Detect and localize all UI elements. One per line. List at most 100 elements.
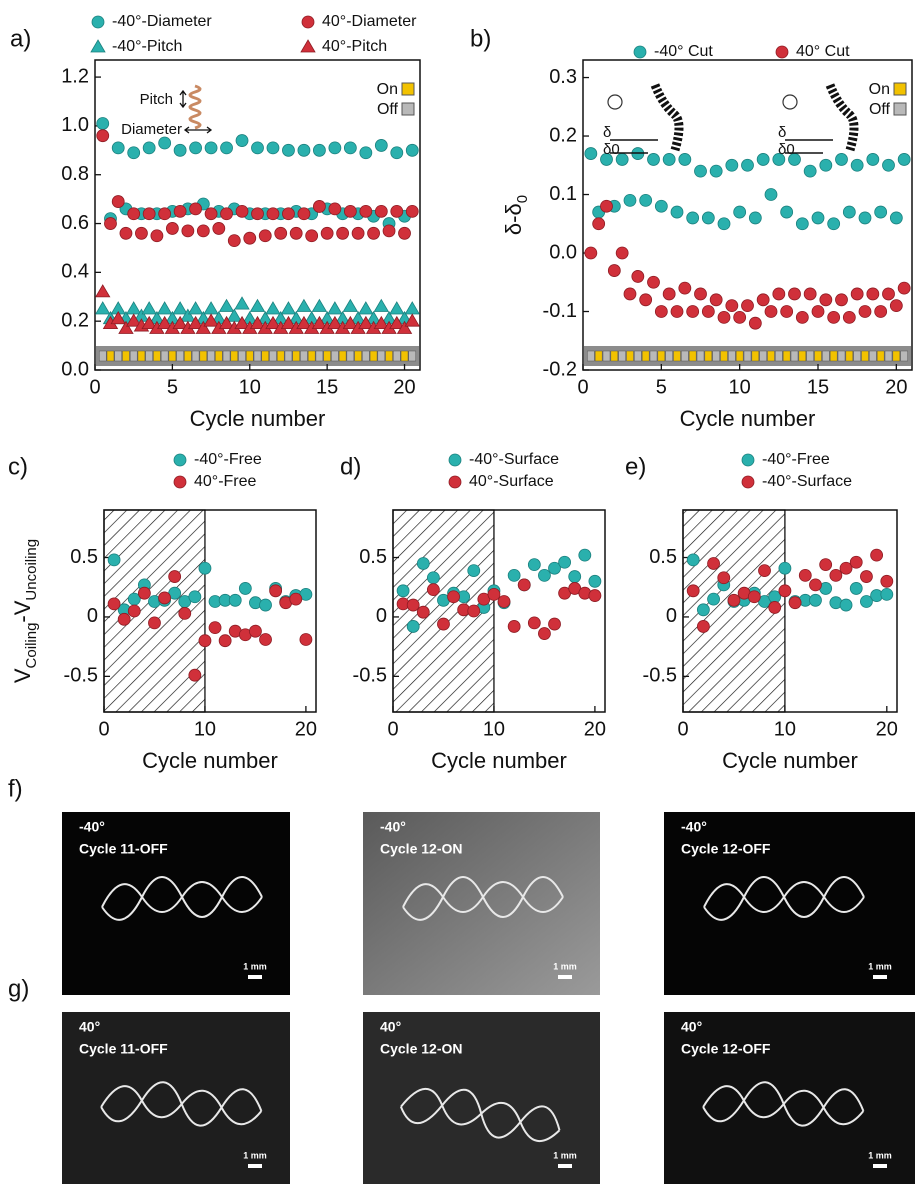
state-cell: [665, 350, 673, 362]
circle-marker: [733, 205, 747, 219]
circle-marker: [631, 270, 645, 283]
state-cell: [649, 350, 658, 362]
circle-marker: [882, 158, 895, 172]
circle-marker: [780, 305, 794, 318]
triangle-marker: [342, 298, 359, 312]
circle-marker: [764, 188, 778, 201]
state-cell: [276, 350, 285, 362]
circle-marker: [694, 287, 707, 301]
circle-marker: [238, 582, 252, 595]
y-tick-label: 0.2: [61, 309, 89, 331]
x-axis-label: Cycle number: [142, 748, 278, 773]
circle-marker: [374, 139, 388, 152]
circle-marker: [584, 147, 598, 160]
legend-label: -40°-Pitch: [112, 38, 182, 55]
circle-marker: [670, 305, 684, 318]
state-cell: [845, 350, 854, 362]
photo-caption: Cycle 12-OFF: [681, 841, 771, 857]
triangle-marker: [327, 301, 343, 315]
state-cell: [681, 350, 689, 362]
circle-marker: [775, 45, 789, 59]
scale-bar: [248, 975, 262, 979]
y-axis-label-part: -V: [10, 600, 35, 622]
circle-marker: [588, 589, 602, 602]
circle-marker: [448, 475, 462, 489]
circle-marker: [709, 164, 723, 178]
scale-bar: [248, 1164, 262, 1168]
state-cell: [215, 350, 223, 362]
circle-marker: [173, 143, 187, 157]
circle-marker: [662, 287, 676, 301]
circle-marker: [390, 204, 404, 218]
circle-marker: [858, 211, 872, 225]
circle-marker: [165, 222, 179, 235]
circle-marker: [96, 129, 110, 143]
circle-marker: [686, 305, 700, 318]
y-axis-label-part: Coiling: [23, 623, 40, 669]
state-cell: [184, 350, 192, 362]
circle-marker: [839, 561, 853, 575]
triangle-marker: [280, 315, 297, 330]
circle-marker: [756, 293, 770, 307]
circle-marker: [282, 207, 295, 221]
circle-marker: [158, 136, 172, 150]
y-tick-label: -0.2: [543, 358, 577, 380]
photo-caption: Cycle 12-ON: [380, 1041, 462, 1057]
state-cell: [822, 350, 830, 362]
circle-marker: [647, 153, 660, 166]
y-tick-label: -0.1: [543, 300, 577, 322]
circle-marker: [725, 299, 739, 313]
state-cell: [323, 350, 331, 362]
circle-marker: [289, 226, 303, 240]
x-axis-label: Cycle number: [722, 748, 858, 773]
plot-frame: [392, 509, 606, 713]
circle-marker: [266, 207, 280, 221]
state-cell: [626, 350, 634, 362]
state-cell: [238, 350, 246, 362]
circle-marker: [764, 305, 778, 318]
circle-marker: [727, 593, 741, 607]
circle-marker: [127, 146, 141, 160]
circle-marker: [374, 204, 388, 218]
circle-marker: [204, 207, 218, 221]
triangle-marker: [234, 315, 250, 330]
x-tick-label: 20: [393, 376, 415, 398]
circle-marker: [188, 668, 202, 682]
annotation: δ0: [603, 141, 620, 158]
triangle-marker: [95, 284, 111, 298]
scale-label: 1 mm: [243, 961, 267, 971]
circle-marker: [297, 207, 311, 221]
circle-marker: [798, 568, 812, 582]
circle-marker: [507, 620, 521, 633]
panel-label: g): [8, 975, 29, 1002]
circle-marker: [142, 141, 156, 155]
state-cell: [145, 350, 153, 362]
state-cell: [98, 350, 107, 362]
circle-marker: [497, 595, 511, 608]
circle-marker: [741, 475, 755, 489]
y-tick-label: -0.5: [64, 665, 98, 687]
state-cell: [618, 350, 626, 362]
annotation: Diameter: [121, 121, 182, 138]
circle-marker: [208, 621, 222, 635]
circle-marker: [795, 310, 809, 324]
circle-marker: [398, 226, 411, 240]
y-tick-label: 0: [376, 605, 387, 627]
triangle-marker: [187, 315, 204, 330]
circle-marker: [299, 633, 313, 646]
state-cell: [602, 350, 611, 362]
circle-marker: [289, 592, 303, 606]
circle-marker: [235, 134, 249, 147]
plot-frame: [103, 509, 317, 713]
triangle-marker: [311, 298, 328, 312]
legend-label: -40°-Free: [762, 451, 830, 468]
circle-marker: [269, 584, 283, 598]
x-tick-label: 5: [167, 376, 178, 398]
circle-marker: [405, 204, 419, 218]
y-axis-label-part: 0: [514, 195, 531, 203]
x-tick-label: 15: [807, 376, 829, 398]
circle-marker: [803, 164, 817, 178]
circle-marker: [351, 226, 365, 240]
circle-marker: [772, 153, 786, 166]
x-tick-label: 0: [577, 376, 588, 398]
